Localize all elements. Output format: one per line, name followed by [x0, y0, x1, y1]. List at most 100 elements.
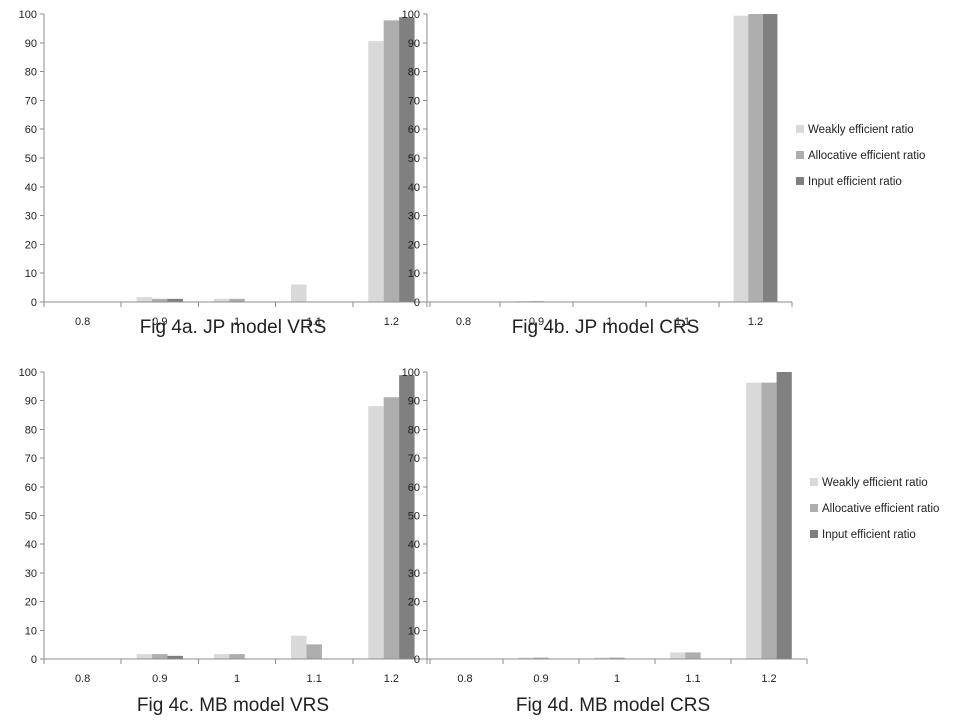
bar-1.1-series-1 [291, 284, 307, 302]
x-tick-label: 0.9 [152, 673, 167, 685]
legend-label: Weakly efficient ratio [808, 124, 914, 136]
figure-caption: Fig 4b. JP model CRS [512, 317, 700, 338]
legend-swatch [810, 530, 818, 538]
x-tick-label: 1 [234, 673, 240, 685]
bar-0.9-series-1 [136, 297, 153, 302]
y-tick-label: 80 [25, 67, 37, 79]
y-tick-label: 0 [31, 297, 37, 309]
bar-1-series-1 [213, 654, 230, 659]
y-tick-label: 20 [25, 239, 37, 251]
legend-label: Input efficient ratio [822, 529, 916, 541]
bar-1.2-series-1 [368, 406, 384, 659]
y-tick-label: 0 [414, 297, 420, 309]
y-tick-label: 80 [25, 424, 37, 436]
bar-0.9-series-3 [167, 655, 183, 659]
y-tick-label: 90 [408, 396, 420, 408]
y-tick-label: 30 [25, 568, 37, 580]
bar-1.2-series-2 [748, 14, 763, 302]
bar-1.2-series-3 [399, 17, 415, 302]
legend-swatch [796, 125, 804, 133]
y-tick-label: 60 [25, 482, 37, 494]
legend-swatch [810, 478, 818, 486]
chart-panel-2: 0 10 20 30 40 50 60 70 80 90 100 0.8 0.9 1 1.1 1.2 Fig 4… [402, 9, 926, 338]
y-tick-label: 30 [408, 568, 420, 580]
y-tick-label: 80 [408, 67, 420, 79]
figure-caption: Fig 4c. MB model VRS [137, 695, 329, 716]
y-tick-label: 60 [408, 124, 420, 136]
bar-1.2-series-2 [383, 20, 400, 303]
y-tick-label: 100 [402, 9, 420, 21]
y-tick-label: 20 [408, 597, 420, 609]
x-tick-label: 1.2 [748, 316, 763, 328]
bar-1.2-series-1 [368, 41, 384, 302]
y-tick-label: 60 [408, 482, 420, 494]
x-tick-label: 0.8 [75, 316, 90, 328]
x-tick-label: 0.9 [529, 316, 544, 328]
y-tick-label: 100 [19, 367, 37, 379]
bar-0.9-series-2 [533, 657, 549, 659]
x-tick-label: 1 [606, 316, 612, 328]
x-tick-label: 1.1 [307, 673, 322, 685]
chart-panel-4: 0 10 20 30 40 50 60 70 80 90 100 0.8 0.9 1 1.1 1.2 Fig 4… [402, 367, 940, 716]
x-tick-label: 1.1 [675, 316, 690, 328]
x-tick-label: 1.1 [307, 316, 322, 328]
y-tick-label: 100 [19, 9, 37, 21]
y-tick-label: 60 [25, 124, 37, 136]
y-tick-label: 10 [408, 268, 420, 280]
legend-label: Weakly efficient ratio [822, 477, 928, 489]
bar-1-series-1 [594, 657, 610, 659]
y-tick-label: 30 [408, 211, 420, 223]
bar-1-series-1 [213, 298, 230, 302]
bar-1.2-series-1 [746, 382, 762, 659]
bar-0.9-series-2 [152, 298, 168, 302]
y-tick-label: 70 [25, 453, 37, 465]
y-tick-label: 40 [25, 539, 37, 551]
bar-1.2-series-3 [776, 372, 792, 659]
y-tick-label: 10 [25, 268, 37, 280]
y-tick-label: 90 [408, 38, 420, 50]
y-tick-label: 0 [414, 654, 420, 666]
y-tick-label: 10 [25, 625, 37, 637]
x-tick-label: 1.2 [761, 673, 776, 685]
y-tick-label: 40 [25, 182, 37, 194]
bar-1.2-series-3 [399, 375, 415, 659]
y-tick-label: 50 [408, 511, 420, 523]
bar-1.2-series-2 [761, 382, 777, 659]
y-tick-label: 50 [25, 153, 37, 165]
bar-1.1-series-1 [670, 652, 686, 659]
legend-label: Input efficient ratio [808, 176, 902, 188]
y-tick-label: 70 [25, 95, 37, 107]
y-tick-label: 0 [31, 654, 37, 666]
x-tick-label: 0.8 [457, 673, 472, 685]
bar-1.2-series-3 [762, 14, 778, 302]
x-tick-label: 1 [234, 316, 240, 328]
y-tick-label: 90 [25, 38, 37, 50]
y-tick-label: 70 [408, 95, 420, 107]
bar-1.1-series-2 [306, 644, 322, 659]
bar-0.9-series-1 [518, 657, 534, 659]
y-tick-label: 40 [408, 539, 420, 551]
y-tick-label: 80 [408, 424, 420, 436]
y-tick-label: 40 [408, 182, 420, 194]
x-tick-label: 0.8 [456, 316, 471, 328]
y-tick-label: 50 [408, 153, 420, 165]
legend-swatch [796, 177, 804, 185]
legend-label: Allocative efficient ratio [808, 150, 925, 162]
legend-swatch [796, 151, 804, 159]
legend-swatch [810, 504, 818, 512]
legend: Weakly efficient ratio Allocative efficie… [810, 477, 939, 541]
y-tick-label: 70 [408, 453, 420, 465]
x-tick-label: 1.2 [384, 673, 399, 685]
y-tick-label: 50 [25, 511, 37, 523]
x-tick-label: 0.9 [533, 673, 548, 685]
y-tick-label: 90 [25, 396, 37, 408]
bar-0.9-series-3 [167, 298, 183, 302]
x-tick-label: 1.2 [384, 316, 399, 328]
bar-1-series-2 [229, 654, 245, 659]
figure-caption: Fig 4a. JP model VRS [140, 317, 327, 338]
bar-1-series-2 [229, 298, 245, 302]
y-tick-label: 20 [408, 239, 420, 251]
